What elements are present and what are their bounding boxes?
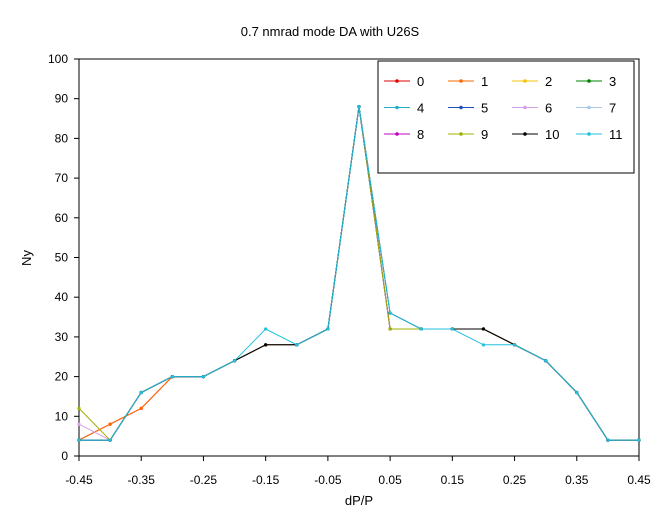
legend-swatch-marker bbox=[395, 105, 399, 110]
y-tick-label: 50 bbox=[55, 251, 69, 265]
legend-box bbox=[377, 60, 635, 174]
data-point bbox=[170, 375, 174, 379]
legend-item: 8 bbox=[384, 127, 424, 142]
legend-label: 10 bbox=[545, 127, 559, 142]
legend-item: 3 bbox=[576, 74, 616, 89]
y-tick-label: 90 bbox=[55, 92, 69, 106]
legend-label: 7 bbox=[609, 101, 616, 116]
legend-item: 10 bbox=[512, 127, 559, 142]
data-point bbox=[77, 422, 81, 426]
legend-label: 6 bbox=[545, 101, 552, 116]
series-layer bbox=[77, 105, 641, 442]
legend-swatch-marker bbox=[587, 132, 591, 136]
y-tick-label: 10 bbox=[55, 409, 69, 423]
legend-label: 3 bbox=[609, 74, 616, 89]
legend-label: 2 bbox=[545, 74, 552, 89]
y-tick-label: 80 bbox=[55, 131, 69, 145]
legend-label: 11 bbox=[609, 127, 623, 142]
data-point bbox=[637, 438, 641, 442]
data-point bbox=[512, 343, 517, 347]
data-point bbox=[388, 311, 392, 315]
data-point bbox=[77, 438, 81, 442]
legend-item: 4 bbox=[384, 101, 424, 116]
y-axis-ticks: 0 10 20 30 40 50 60 70 80 90 100 bbox=[48, 52, 79, 463]
legend-item: 11 bbox=[576, 127, 623, 142]
data-point bbox=[419, 327, 423, 331]
legend-item: 7 bbox=[576, 101, 616, 116]
x-tick-label: -0.45 bbox=[65, 473, 93, 487]
data-point bbox=[481, 343, 486, 347]
legend-label: 8 bbox=[417, 127, 424, 142]
y-tick-label: 40 bbox=[55, 290, 69, 304]
legend-swatch-marker bbox=[459, 105, 463, 110]
data-point bbox=[201, 375, 206, 379]
legend-swatch-marker bbox=[587, 79, 591, 83]
legend-item: 5 bbox=[448, 101, 488, 116]
x-tick-label: -0.35 bbox=[128, 473, 156, 487]
x-axis-title: dP/P bbox=[345, 493, 373, 508]
x-tick-label: 0.35 bbox=[565, 473, 589, 487]
y-tick-label: 100 bbox=[48, 52, 68, 66]
data-point bbox=[232, 359, 237, 363]
y-tick-label: 0 bbox=[61, 449, 68, 463]
y-tick-label: 20 bbox=[55, 370, 69, 384]
data-point bbox=[326, 327, 330, 331]
y-tick-label: 70 bbox=[55, 171, 69, 185]
legend-swatch-marker bbox=[395, 79, 399, 83]
data-point bbox=[139, 390, 143, 395]
data-point bbox=[388, 327, 392, 331]
legend-item: 1 bbox=[448, 74, 488, 89]
legend-swatch-marker bbox=[523, 132, 527, 136]
data-point bbox=[357, 105, 361, 109]
x-tick-label: -0.05 bbox=[314, 473, 342, 487]
legend-label: 9 bbox=[481, 127, 488, 142]
legend-item: 0 bbox=[384, 74, 424, 89]
legend-label: 0 bbox=[417, 74, 424, 89]
data-point bbox=[544, 359, 548, 363]
x-axis-ticks: -0.45 -0.35 -0.25 -0.15 -0.05 0.05 0.15 0.25 0.3… bbox=[65, 456, 651, 487]
y-tick-label: 60 bbox=[55, 211, 69, 225]
data-point bbox=[139, 406, 143, 410]
data-point bbox=[264, 343, 268, 347]
series-11 bbox=[77, 105, 641, 442]
data-point bbox=[295, 343, 299, 347]
x-tick-label: -0.25 bbox=[190, 473, 218, 487]
y-axis-title: Ny bbox=[19, 250, 34, 266]
legend-swatch-marker bbox=[587, 105, 591, 110]
legend-label: 1 bbox=[481, 74, 488, 89]
legend-item: 9 bbox=[448, 127, 488, 142]
legend: 0 1 2 3 4 5 6 7 8 9 10 11 bbox=[377, 60, 635, 174]
legend-swatch-marker bbox=[395, 132, 399, 136]
data-point bbox=[108, 422, 112, 426]
data-point bbox=[264, 327, 268, 331]
data-point bbox=[77, 406, 81, 410]
data-point bbox=[108, 438, 112, 442]
legend-swatch-marker bbox=[459, 79, 463, 83]
x-tick-label: 0.05 bbox=[378, 473, 402, 487]
x-tick-label: 0.45 bbox=[627, 473, 651, 487]
data-point bbox=[575, 390, 579, 395]
data-point bbox=[606, 438, 610, 442]
x-tick-label: 0.25 bbox=[503, 473, 527, 487]
data-point bbox=[450, 327, 454, 331]
chart-title: 0.7 nmrad mode DA with U26S bbox=[241, 24, 420, 39]
legend-swatch-marker bbox=[523, 105, 527, 110]
legend-swatch-marker bbox=[459, 132, 463, 136]
legend-label: 4 bbox=[417, 101, 424, 116]
data-point bbox=[481, 327, 486, 331]
x-tick-label: 0.15 bbox=[441, 473, 465, 487]
y-tick-label: 30 bbox=[55, 330, 69, 344]
legend-item: 2 bbox=[512, 74, 552, 89]
legend-label: 5 bbox=[481, 101, 488, 116]
x-tick-label: -0.15 bbox=[252, 473, 280, 487]
legend-item: 6 bbox=[512, 101, 552, 116]
legend-swatch-marker bbox=[523, 79, 527, 83]
